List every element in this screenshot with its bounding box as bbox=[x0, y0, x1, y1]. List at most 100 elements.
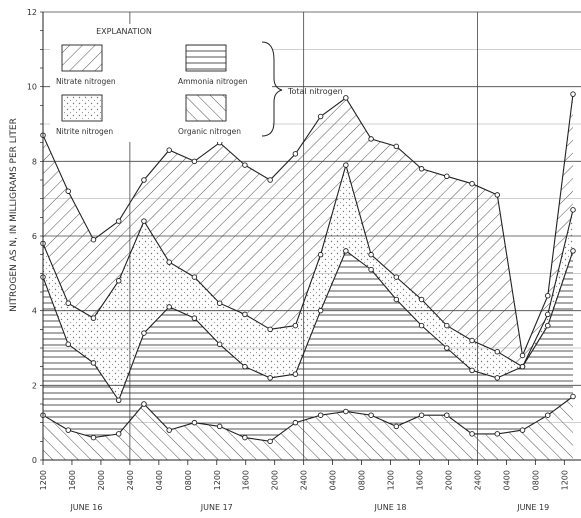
organic-nitrogen-point bbox=[292, 419, 299, 426]
organic-nitrogen-point bbox=[393, 423, 400, 430]
nitrite-nitrogen-point bbox=[368, 251, 374, 258]
nitrite-nitrogen-point bbox=[267, 326, 273, 333]
nitrite-nitrogen-point bbox=[166, 259, 172, 265]
x-axis: 1200 1600 2000 2400 0400 0800 1200 1600 2000 2400… bbox=[39, 459, 581, 512]
nitrite-nitrogen-point bbox=[216, 300, 223, 306]
organic-nitrogen-point bbox=[166, 427, 172, 433]
nitrite-nitrogen-area bbox=[43, 165, 573, 401]
ammonia-nitrogen-point bbox=[141, 330, 147, 336]
organic-nitrogen-point bbox=[343, 408, 349, 415]
nitrite-nitrogen-point bbox=[418, 296, 425, 303]
nitrite-nitrogen-point bbox=[292, 322, 299, 329]
nitrate-nitrogen-point bbox=[267, 177, 273, 183]
ammonia-nitrogen-point bbox=[216, 341, 223, 348]
ammonia-nitrogen-point bbox=[418, 322, 425, 329]
nitrite-nitrogen-point bbox=[242, 311, 248, 318]
legend-box bbox=[50, 24, 272, 142]
nitrate-nitrogen-point bbox=[444, 173, 450, 180]
stacked-areas bbox=[43, 94, 573, 460]
organic-nitrogen-point bbox=[216, 423, 223, 430]
ammonia-nitrogen-point bbox=[343, 248, 349, 254]
nitrite-nitrogen-point bbox=[343, 162, 349, 168]
organic-nitrogen-point bbox=[570, 393, 576, 400]
ammonia-nitrogen-point bbox=[267, 375, 273, 381]
y-tick-label: 4 bbox=[32, 307, 37, 316]
legend-label-organic-nitrogen: Organic nitrogen bbox=[178, 127, 241, 136]
nitrate-nitrogen-point bbox=[343, 95, 349, 101]
y-tick-label: 6 bbox=[32, 232, 37, 241]
organic-nitrogen-point bbox=[267, 438, 273, 445]
organic-nitrogen-point bbox=[444, 412, 450, 418]
organic-nitrogen-point bbox=[469, 431, 475, 437]
legend-bracket-label: Total nitrogen bbox=[287, 87, 343, 96]
organic-nitrogen-point bbox=[317, 412, 324, 418]
nitrate-nitrogen-point bbox=[570, 91, 576, 97]
ammonia-nitrogen-area bbox=[43, 250, 573, 442]
nitrate-nitrogen-line bbox=[42, 94, 574, 358]
nitrite-nitrogen-point bbox=[141, 218, 147, 224]
x-tick-label: 1200 bbox=[560, 470, 569, 490]
nitrate-nitrogen-point bbox=[242, 162, 248, 168]
organic-nitrogen-point bbox=[545, 412, 551, 418]
y-axis-label: NITROGEN AS N, IN MILLIGRAMS PER LITER bbox=[9, 118, 19, 312]
ammonia-nitrogen-point bbox=[242, 363, 248, 370]
organic-nitrogen-point bbox=[519, 427, 526, 433]
nitrite-nitrogen-point bbox=[494, 348, 501, 355]
ammonia-nitrogen-point bbox=[115, 397, 122, 404]
nitrate-nitrogen-point bbox=[418, 166, 425, 172]
legend-swatch-nitrate-nitrogen bbox=[61, 44, 103, 72]
organic-nitrogen-point bbox=[368, 412, 374, 418]
x-tick-label: 0400 bbox=[502, 470, 511, 490]
ammonia-nitrogen-line bbox=[42, 250, 574, 402]
legend: EXPLANATION Nitrate nitrogen Ammonia nitro… bbox=[50, 24, 343, 142]
x-tick-label: 0800 bbox=[531, 470, 540, 490]
ammonia-nitrogen-point bbox=[469, 367, 475, 374]
ammonia-nitrogen-point bbox=[166, 304, 172, 310]
x-tick-label: 0400 bbox=[155, 470, 164, 490]
ammonia-nitrogen-point bbox=[191, 315, 198, 321]
x-tick-label: 1200 bbox=[213, 470, 222, 490]
nitrate-nitrogen-point bbox=[317, 113, 324, 120]
day-label: JUNE 16 bbox=[69, 503, 102, 512]
x-tick-label: 2400 bbox=[300, 470, 309, 490]
ammonia-nitrogen-point bbox=[90, 360, 97, 366]
nitrate-nitrogen-point bbox=[519, 352, 526, 359]
legend-label-nitrite-nitrogen: Nitrite nitrogen bbox=[56, 127, 113, 136]
x-tick-label: 2000 bbox=[97, 470, 106, 490]
nitrate-nitrogen-point bbox=[393, 143, 400, 150]
y-tick-label: 0 bbox=[32, 456, 37, 465]
nitrate-nitrogen-point bbox=[191, 158, 198, 165]
nitrate-nitrogen-point bbox=[166, 147, 172, 153]
ammonia-nitrogen-point bbox=[570, 248, 576, 254]
day-label: JUNE 17 bbox=[200, 503, 233, 512]
ammonia-nitrogen-point bbox=[444, 345, 450, 351]
organic-nitrogen-point bbox=[141, 401, 147, 407]
nitrite-nitrogen-point bbox=[317, 251, 324, 258]
y-axis: 0 2 4 6 8 10 12 bbox=[27, 8, 44, 465]
series-points bbox=[40, 91, 576, 445]
organic-nitrogen-point bbox=[191, 419, 198, 426]
nitrate-nitrogen-point bbox=[368, 136, 374, 142]
organic-nitrogen-point bbox=[242, 434, 248, 441]
x-tick-label: 1200 bbox=[39, 470, 48, 490]
x-tick-label: 2400 bbox=[126, 470, 135, 490]
legend-swatch-organic-nitrogen bbox=[185, 94, 227, 122]
nitrite-nitrogen-point bbox=[444, 322, 450, 329]
nitrite-nitrogen-point bbox=[519, 363, 526, 370]
organic-nitrogen-point bbox=[65, 427, 71, 433]
y-tick-label: 12 bbox=[27, 8, 37, 17]
y-tick-label: 10 bbox=[27, 83, 37, 92]
nitrate-nitrogen-point bbox=[292, 151, 299, 157]
nitrite-nitrogen-point bbox=[469, 337, 475, 344]
legend-title: EXPLANATION bbox=[96, 27, 152, 36]
nitrate-nitrogen-point bbox=[494, 192, 501, 198]
nitrate-nitrogen-area bbox=[43, 94, 573, 367]
day-label: JUNE 19 bbox=[516, 503, 549, 512]
nitrite-nitrogen-point bbox=[191, 274, 198, 280]
ammonia-nitrogen-point bbox=[65, 341, 71, 348]
nitrate-nitrogen-point bbox=[469, 180, 475, 187]
nitrite-nitrogen-line bbox=[42, 163, 574, 368]
series-lines bbox=[42, 94, 574, 442]
ammonia-nitrogen-point bbox=[545, 322, 551, 329]
organic-nitrogen-point bbox=[494, 431, 501, 437]
